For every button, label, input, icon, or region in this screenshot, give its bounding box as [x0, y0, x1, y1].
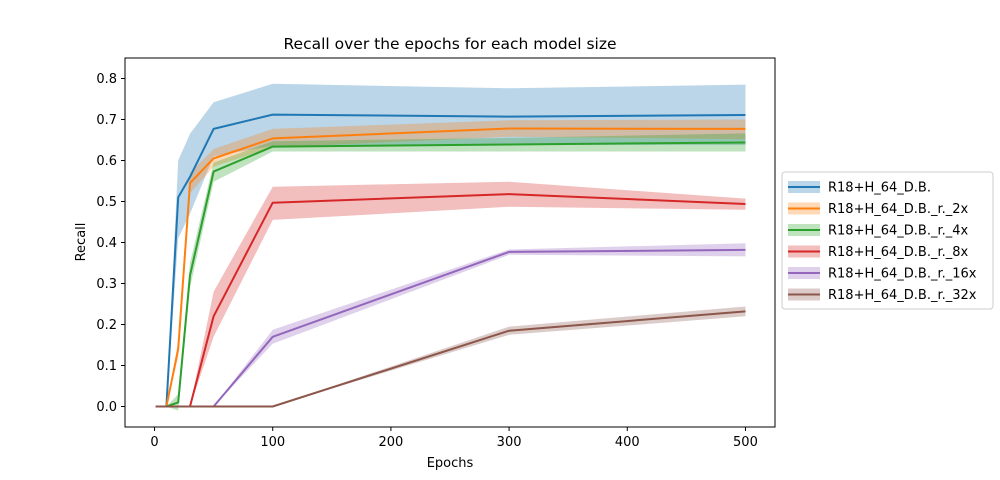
x-tick-label-4: 400 [615, 435, 640, 450]
y-tick-label-4: 0.4 [96, 236, 117, 251]
chart-title: Recall over the epochs for each model si… [283, 35, 616, 53]
y-tick-label-3: 0.3 [96, 277, 117, 292]
legend-label-2: R18+H_64_D.B._r._4x [828, 224, 969, 239]
legend-label-4: R18+H_64_D.B._r._16x [828, 267, 977, 282]
line-series-0 [155, 113, 746, 408]
band-series-4 [155, 243, 746, 407]
legend-label-1: R18+H_64_D.B._r._2x [828, 202, 969, 217]
legend-label-0: R18+H_64_D.B. [828, 181, 931, 196]
x-axis-ticks: 0 100 200 300 400 500 [150, 427, 758, 450]
legend-frame [781, 171, 994, 310]
y-tick-label-1: 0.1 [96, 359, 117, 374]
y-tick-label-0: 0.0 [96, 400, 117, 415]
y-axis-label: Recall [74, 223, 89, 262]
line-series-1 [155, 127, 746, 408]
y-tick-label-5: 0.5 [96, 195, 117, 210]
x-tick-label-1: 100 [260, 435, 285, 450]
confidence-bands [155, 83, 746, 411]
legend: R18+H_64_D.B. R18+H_64_D.B._r._2x R18+H_64… [781, 171, 994, 310]
x-tick-label-0: 0 [150, 435, 158, 450]
y-tick-label-6: 0.6 [96, 154, 117, 169]
band-series-5 [155, 306, 746, 407]
y-tick-label-8: 0.8 [96, 72, 117, 87]
y-tick-label-7: 0.7 [96, 113, 117, 128]
legend-label-5: R18+H_64_D.B._r._32x [828, 288, 977, 303]
y-axis-ticks: 0.0 0.1 0.2 0.3 0.4 0.5 0.6 0.7 0.8 [96, 72, 125, 415]
series-lines [155, 113, 746, 408]
band-series-3 [155, 181, 746, 407]
line-series-5 [155, 310, 746, 408]
x-tick-label-5: 500 [733, 435, 758, 450]
legend-label-3: R18+H_64_D.B._r._8x [828, 245, 969, 260]
x-tick-label-3: 300 [497, 435, 522, 450]
x-tick-label-2: 200 [378, 435, 403, 450]
line-series-3 [155, 193, 746, 408]
y-tick-label-2: 0.2 [96, 318, 117, 333]
x-axis-label: Epochs [427, 456, 474, 471]
